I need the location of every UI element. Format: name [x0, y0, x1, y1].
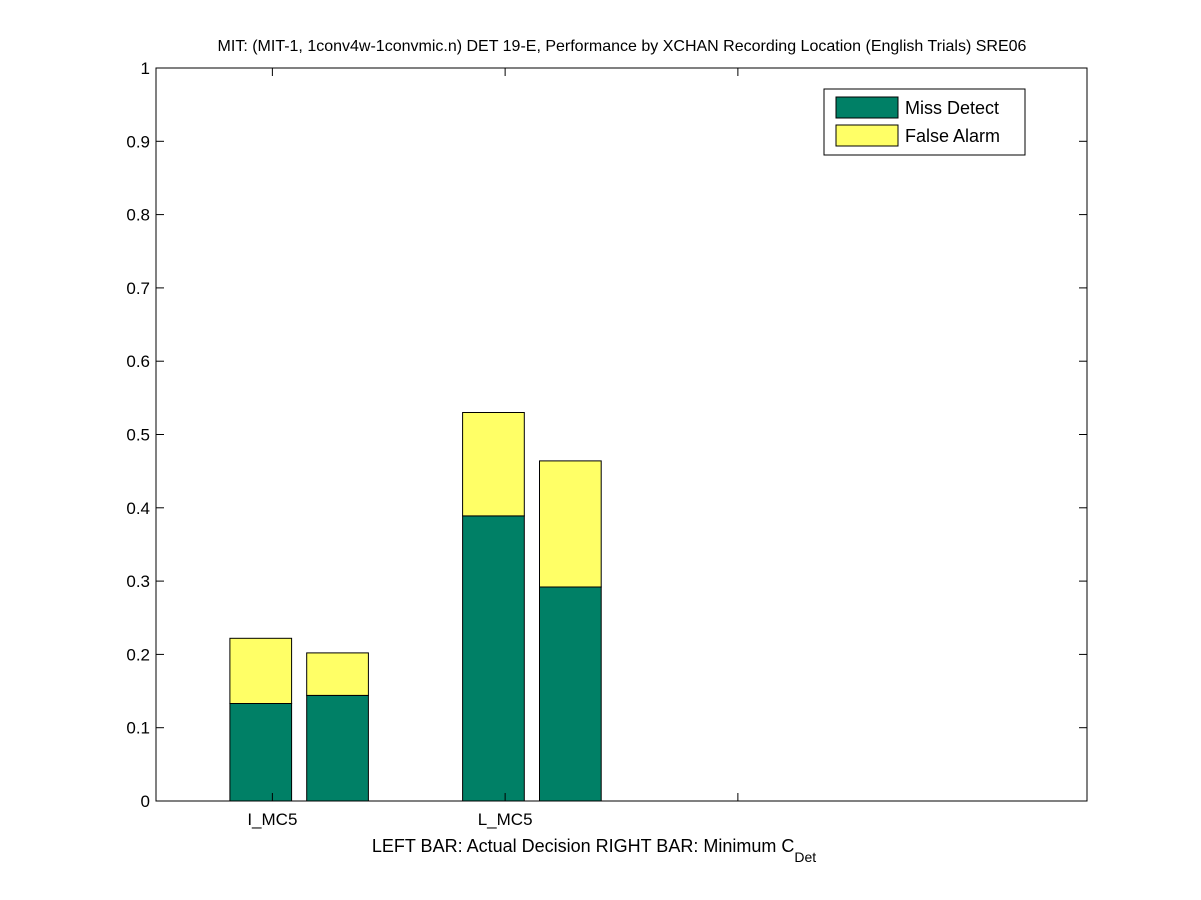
y-tick-label: 0.5: [126, 426, 150, 445]
y-tick-label: 1: [141, 59, 150, 78]
x-axis-label-main: LEFT BAR: Actual Decision RIGHT BAR: Min…: [372, 836, 794, 856]
bar-l-mc5-left-false-alarm: [462, 412, 525, 517]
legend-swatch-miss-detect: [835, 96, 899, 119]
y-axis: 0 0.1 0.2 0.3 0.4 0.5 0.6 0.7 0.8 0.9 1: [126, 59, 1087, 811]
legend-label-miss-detect: Miss Detect: [905, 98, 999, 118]
y-tick-label: 0: [141, 792, 150, 811]
bar-i-mc5-right-false-alarm: [306, 652, 369, 696]
bar-l-mc5-right-miss-detect: [539, 586, 602, 802]
y-tick-label: 0.2: [126, 645, 150, 664]
y-tick-label: 0.8: [126, 206, 150, 225]
chart-title: MIT: (MIT-1, 1conv4w-1convmic.n) DET 19-…: [218, 38, 1027, 55]
axes-box: [155, 67, 1088, 802]
bar-l-mc5-right-false-alarm: [539, 460, 602, 588]
bar-i-mc5-left-false-alarm: [229, 637, 293, 704]
bar-i-mc5-left-miss-detect: [229, 703, 293, 802]
bar-l-mc5-left-miss-detect: [462, 515, 525, 802]
y-tick-label: 0.9: [126, 132, 150, 151]
x-tick-label: I_MC5: [247, 810, 297, 829]
y-tick-label: 0.3: [126, 572, 150, 591]
y-tick-label: 0.1: [126, 719, 150, 738]
y-tick-label: 0.6: [126, 352, 150, 371]
x-axis-label: LEFT BAR: Actual Decision RIGHT BAR: Min…: [372, 836, 816, 865]
legend-swatch-false-alarm: [835, 124, 899, 147]
y-tick-label: 0.7: [126, 279, 150, 298]
x-axis: I_MC5 L_MC5: [247, 68, 739, 829]
legend-label-false-alarm: False Alarm: [905, 126, 1000, 146]
legend: Miss Detect False Alarm: [823, 88, 1026, 156]
x-axis-label-subscript: Det: [794, 849, 816, 865]
x-tick-label: L_MC5: [478, 810, 533, 829]
bars-group: [229, 412, 602, 802]
y-tick-label: 0.4: [126, 499, 150, 518]
bar-i-mc5-right-miss-detect: [306, 694, 369, 802]
